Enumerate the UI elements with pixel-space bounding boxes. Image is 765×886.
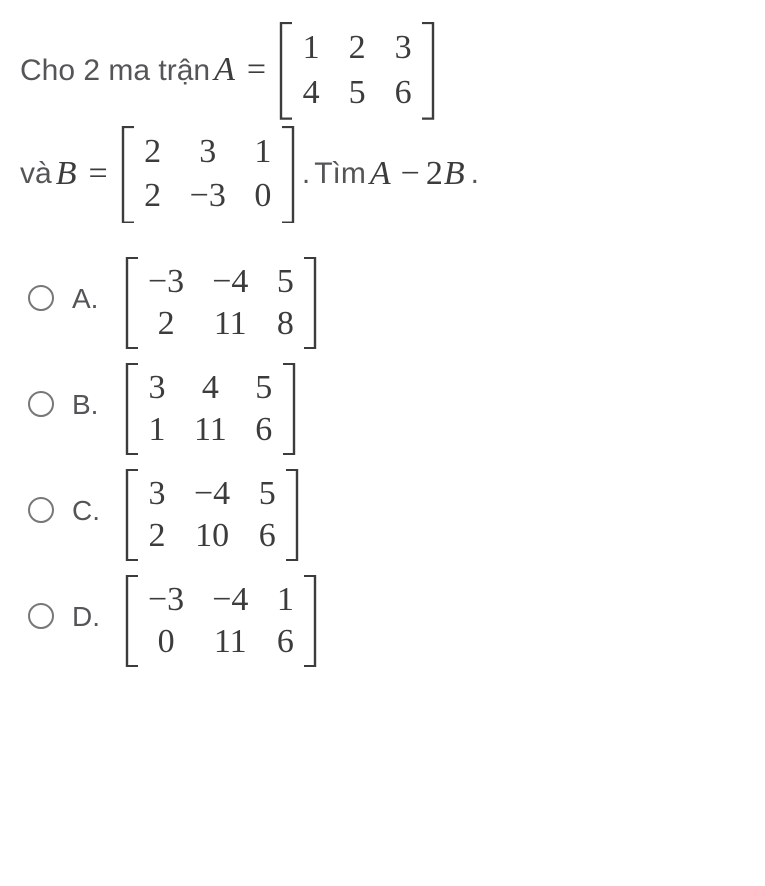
question-line-2: và B = 2312−30 . Tìm A − 2 B . [20,126,745,224]
bracket-right-icon [422,22,436,120]
matrix-cell: 10 [194,517,230,555]
matrix-cell: 8 [276,305,294,343]
matrix-cell: 4 [302,73,320,114]
bracket-right-icon [283,363,297,455]
text-tim: Tìm [314,156,366,192]
matrix-cell: 3 [148,369,166,407]
period-2: . [469,156,483,192]
option-D[interactable]: D. −3 −4 1 0 11 6 [20,575,745,667]
matrix-cell: 1 [276,581,294,619]
minus-sign: − [395,154,426,195]
bracket-right-icon [282,126,296,224]
matrix-cell: 1 [302,28,320,69]
matrix-cell: −3 [190,176,226,217]
matrix-cell: 5 [255,369,273,407]
matrix-cell: −3 [148,263,184,301]
expr-A: A [366,154,395,195]
option-label: B. [72,389,102,421]
matrix-cell: 0 [254,176,272,217]
option-matrix: −3 −4 1 0 11 6 [124,575,318,667]
options-list: A. −3−452118 B. 3451116 C. 3−452106 D. −… [20,257,745,667]
matrix-cell: 2 [144,132,162,173]
text-cho: Cho 2 ma trận [20,53,210,89]
matrix-cell: 6 [255,411,273,449]
option-matrix: 3 −4 5 2 10 6 [124,469,300,561]
matrix-cell: 4 [194,369,227,407]
matrix-cell: −3 [148,581,184,619]
radio-icon[interactable] [28,391,54,417]
matrix-grid: −3 −4 1 0 11 6 [138,575,304,667]
matrix-cell: 6 [258,517,276,555]
matrix-cell: 5 [258,475,276,513]
var-A: A [210,50,239,91]
matrix-cell: 11 [212,305,248,343]
matrix-cell: 2 [348,28,366,69]
var-B: B [52,154,81,195]
matrix-grid: 3451116 [138,363,283,455]
bracket-left-icon [278,22,292,120]
matrix-cell: −4 [212,263,248,301]
matrix-cell: 3 [394,28,412,69]
matrix-cell: −4 [212,581,248,619]
matrix-A: 123 456 [278,22,436,120]
matrix-cell: 5 [348,73,366,114]
option-label: D. [72,601,102,633]
radio-icon[interactable] [28,497,54,523]
matrix-cell: 6 [394,73,412,114]
radio-icon[interactable] [28,603,54,629]
matrix-cell: 3 [190,132,226,173]
matrix-cell: 5 [276,263,294,301]
matrix-B: 231 2 −3 0 [120,126,296,224]
bracket-left-icon [124,575,138,667]
bracket-left-icon [124,257,138,349]
two: 2 [426,154,444,195]
question-line-1: Cho 2 ma trận A = 123 456 [20,22,745,120]
matrix-cell: −4 [194,475,230,513]
matrix-cell: 1 [148,411,166,449]
matrix-cell: 6 [276,623,294,661]
matrix-grid: 3 −4 5 2 10 6 [138,469,286,561]
option-matrix: 3451116 [124,363,297,455]
matrix-cell: 2 [144,176,162,217]
matrix-cell: 11 [194,411,227,449]
bracket-left-icon [124,363,138,455]
option-C[interactable]: C. 3 −4 5 2 10 6 [20,469,745,561]
equals-sign-2: = [80,154,115,195]
equals-sign: = [239,50,274,91]
bracket-right-icon [304,575,318,667]
matrix-cell: 3 [148,475,166,513]
expr-B: B [444,154,469,195]
option-label: C. [72,495,102,527]
bracket-left-icon [120,126,134,224]
bracket-right-icon [286,469,300,561]
bracket-right-icon [304,257,318,349]
question-page: Cho 2 ma trận A = 123456 và B = 2312−30 … [0,0,765,711]
matrix-cell: 0 [148,623,184,661]
matrix-grid: 123 456 [292,22,422,120]
option-B[interactable]: B. 3451116 [20,363,745,455]
option-label: A. [72,283,102,315]
text-va: và [20,156,52,192]
matrix-cell: 2 [148,305,184,343]
matrix-grid: 231 2 −3 0 [134,126,282,224]
bracket-left-icon [124,469,138,561]
matrix-cell: 11 [212,623,248,661]
option-A[interactable]: A. −3 −4 5 2 11 8 [20,257,745,349]
matrix-cell: 1 [254,132,272,173]
matrix-grid: −3 −4 5 2 11 8 [138,257,304,349]
radio-icon[interactable] [28,285,54,311]
period-1: . [300,156,314,192]
matrix-cell: 2 [148,517,166,555]
option-matrix: −3 −4 5 2 11 8 [124,257,318,349]
